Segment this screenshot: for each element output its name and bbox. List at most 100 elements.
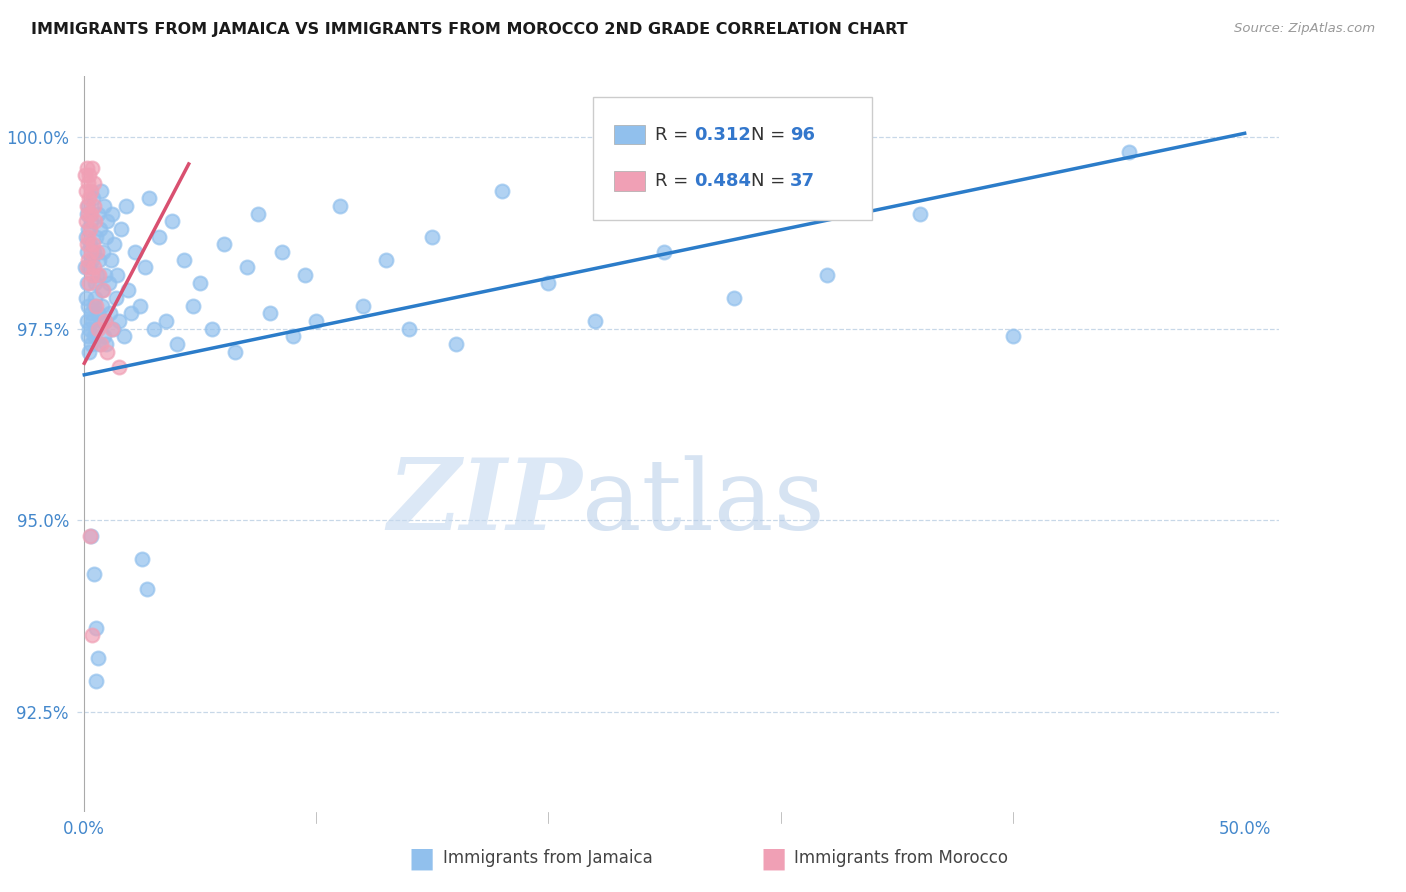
Point [75, 214, 97, 228]
Point [224, 344, 246, 359]
Point [84, 299, 107, 313]
Point [79, 222, 101, 236]
Text: Source: ZipAtlas.com: Source: ZipAtlas.com [1234, 22, 1375, 36]
Point [270, 245, 292, 260]
Point [79, 306, 101, 320]
Point [94, 314, 117, 328]
Point [91, 299, 114, 313]
Point [908, 207, 931, 221]
Point [105, 268, 128, 282]
Point [79, 237, 101, 252]
Text: Immigrants from Morocco: Immigrants from Morocco [794, 849, 1008, 867]
Text: Immigrants from Jamaica: Immigrants from Jamaica [443, 849, 652, 867]
Point [491, 184, 513, 198]
Point [75, 229, 97, 244]
Point [76, 207, 98, 221]
Point [80, 214, 103, 228]
Point [97, 276, 120, 290]
Point [90, 284, 112, 298]
Point [162, 214, 184, 228]
Point [93, 268, 115, 282]
Text: 37: 37 [790, 172, 815, 190]
Point [723, 291, 745, 305]
Point [101, 207, 124, 221]
Point [76, 276, 98, 290]
Point [98, 306, 121, 320]
Point [166, 337, 188, 351]
Point [79, 529, 101, 543]
Point [84, 621, 107, 635]
Point [83, 329, 105, 343]
Point [93, 199, 115, 213]
Text: 0.484: 0.484 [695, 172, 751, 190]
Point [83, 214, 105, 228]
Point [80, 252, 103, 267]
Point [82, 237, 104, 252]
Point [76, 260, 98, 275]
Point [82, 314, 104, 328]
Point [84, 291, 107, 305]
Point [108, 314, 131, 328]
Point [77, 191, 100, 205]
Point [124, 245, 146, 260]
Text: ■: ■ [409, 844, 434, 872]
Point [83, 567, 105, 582]
Point [131, 551, 153, 566]
Point [173, 252, 195, 267]
Point [422, 229, 444, 244]
Point [235, 260, 257, 275]
Text: atlas: atlas [582, 455, 825, 550]
Point [654, 245, 676, 260]
Point [87, 306, 110, 320]
Point [76, 161, 98, 175]
Point [79, 169, 101, 183]
Text: ZIP: ZIP [387, 454, 582, 551]
Point [79, 344, 101, 359]
Point [120, 306, 142, 320]
Point [83, 260, 105, 275]
Point [83, 176, 105, 190]
Point [212, 237, 235, 252]
Point [82, 161, 104, 175]
Point [77, 252, 100, 267]
Point [86, 207, 108, 221]
Point [77, 260, 100, 275]
Text: 96: 96 [790, 126, 815, 144]
Point [94, 314, 117, 328]
Point [352, 299, 374, 313]
Point [83, 245, 105, 260]
Point [76, 229, 98, 244]
Point [1001, 329, 1024, 343]
Point [201, 322, 224, 336]
Point [583, 314, 606, 328]
Point [112, 329, 135, 343]
Point [101, 322, 124, 336]
Point [103, 237, 125, 252]
Point [115, 199, 138, 213]
Point [283, 329, 305, 343]
Point [76, 245, 98, 260]
Point [96, 214, 118, 228]
Text: N =: N = [751, 126, 790, 144]
Text: R =: R = [655, 172, 695, 190]
Point [117, 284, 139, 298]
Point [83, 299, 105, 313]
Point [80, 268, 103, 282]
Point [155, 314, 177, 328]
Point [80, 184, 103, 198]
Point [138, 191, 160, 205]
Point [79, 207, 101, 221]
Text: R =: R = [655, 126, 695, 144]
Point [87, 322, 110, 336]
Point [96, 344, 118, 359]
Point [84, 229, 107, 244]
Point [77, 207, 100, 221]
Point [108, 360, 131, 375]
Point [75, 169, 97, 183]
Point [329, 199, 352, 213]
Point [134, 260, 156, 275]
Point [129, 299, 152, 313]
Point [96, 337, 118, 351]
Text: 0.312: 0.312 [695, 126, 751, 144]
Point [77, 299, 100, 313]
